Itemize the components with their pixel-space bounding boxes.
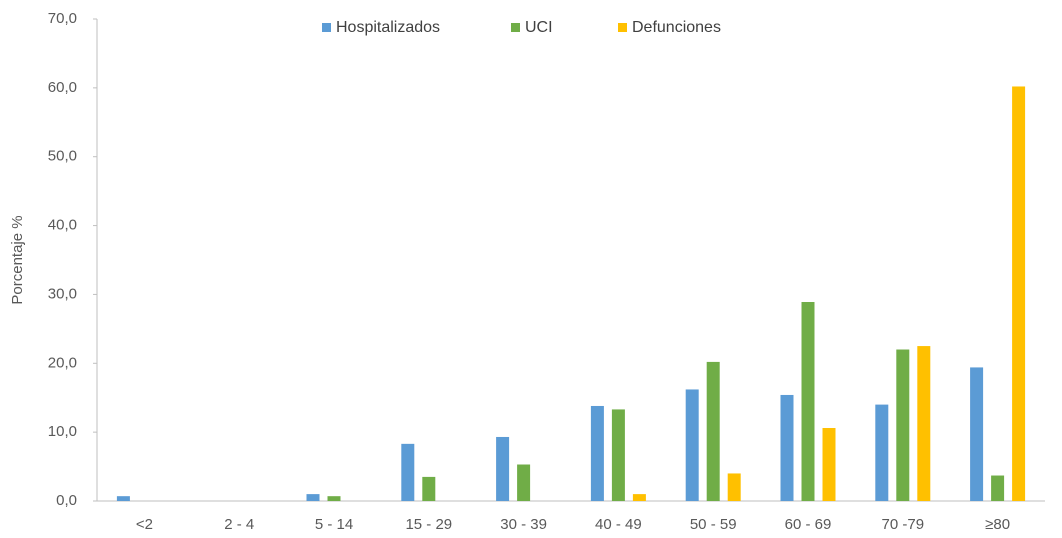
- y-axis-label: Porcentaje %: [9, 215, 26, 304]
- legend-label: UCI: [525, 19, 553, 36]
- bar: [970, 367, 984, 501]
- x-tick-label: 60 - 69: [785, 516, 832, 533]
- x-tick-label: 5 - 14: [315, 516, 353, 533]
- bar: [685, 389, 699, 501]
- bar: [727, 473, 741, 501]
- x-tick-label: <2: [136, 516, 153, 533]
- y-tick-label: 20,0: [48, 354, 77, 371]
- bar: [896, 349, 910, 501]
- legend: Hospitalizados UCI Defunciones: [322, 19, 721, 36]
- y-tick-label: 30,0: [48, 285, 77, 302]
- bar: [780, 394, 794, 501]
- y-tick-label: 50,0: [48, 148, 77, 165]
- legend-marker: [322, 23, 331, 32]
- y-tick-label: 60,0: [48, 79, 77, 96]
- bar: [116, 496, 130, 501]
- bar: [306, 494, 320, 501]
- y-tick-label: 0,0: [56, 492, 77, 509]
- legend-marker: [618, 23, 627, 32]
- bar: [517, 464, 531, 501]
- y-tick-label: 10,0: [48, 423, 77, 440]
- bar: [917, 346, 931, 501]
- x-tick-label: 30 - 39: [500, 516, 547, 533]
- bar: [401, 443, 415, 501]
- x-tick-label: 15 - 29: [405, 516, 452, 533]
- bar: [611, 409, 625, 501]
- bar: [801, 302, 815, 501]
- bar: [706, 361, 720, 501]
- x-tick-label: 40 - 49: [595, 516, 642, 533]
- y-tick-label: 70,0: [48, 10, 77, 27]
- bar: [875, 404, 889, 501]
- bar: [496, 436, 510, 501]
- y-tick-label: 40,0: [48, 217, 77, 234]
- x-tick-label: 70 -79: [882, 516, 925, 533]
- bar: [1012, 86, 1026, 501]
- legend-label: Hospitalizados: [336, 19, 440, 36]
- bar: [422, 476, 436, 501]
- bar: [327, 496, 341, 501]
- bar: [822, 428, 836, 501]
- x-tick-label: 2 - 4: [224, 516, 254, 533]
- legend-label: Defunciones: [632, 19, 721, 36]
- bar: [632, 494, 646, 501]
- legend-marker: [511, 23, 520, 32]
- x-tick-label: 50 - 59: [690, 516, 737, 533]
- x-tick-label: ≥80: [985, 516, 1010, 533]
- bar: [991, 475, 1005, 501]
- bar: [590, 405, 604, 501]
